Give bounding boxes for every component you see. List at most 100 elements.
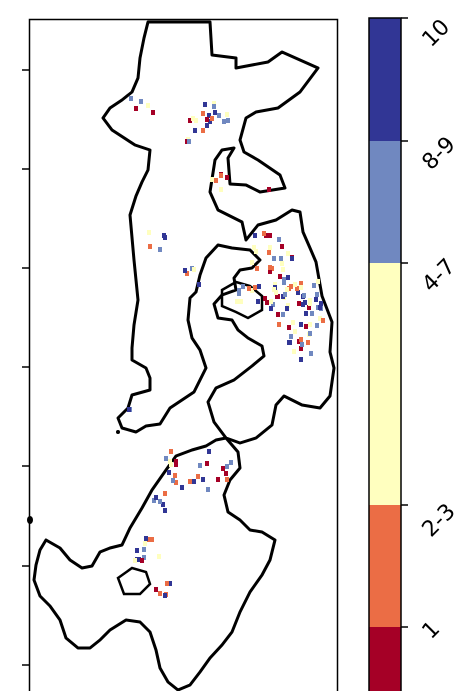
data-cell [163,593,167,598]
data-cell [272,256,276,261]
data-cell [267,187,271,192]
data-cell [217,113,221,118]
data-cell [293,282,297,287]
data-cell [241,284,245,289]
data-cell [297,301,301,306]
data-cell [142,555,146,560]
island-shape [27,516,33,524]
data-cell [262,231,266,236]
data-cell [174,480,178,485]
data-cell [208,119,212,124]
data-cell [168,459,172,464]
data-cell [168,581,172,586]
data-cell [225,112,229,117]
data-cell [279,256,283,261]
region-outline-south [32,436,277,691]
data-cell [148,244,152,249]
data-cell [127,407,131,412]
data-cell [300,342,304,347]
data-cell [295,286,299,291]
data-cell [196,474,200,479]
data-cell [277,237,281,242]
data-cell [169,449,173,454]
data-cell [252,245,256,250]
data-cell [263,296,267,301]
data-cell [267,250,271,255]
data-cell [265,300,269,305]
data-cell [165,581,169,586]
data-cell [150,537,154,542]
data-cell [255,266,259,271]
data-cell [318,305,322,310]
data-cell [306,340,310,345]
data-cell [187,139,191,144]
data-cell [308,331,312,336]
data-cell [277,322,281,327]
data-cell [307,305,311,310]
data-cell [201,128,205,133]
data-cell [278,274,282,279]
data-cell [299,337,303,342]
data-cell [276,312,280,317]
data-cell [303,300,307,305]
data-cell [280,261,284,266]
colorbar-frame [368,17,402,691]
data-cell [134,106,138,111]
data-cell [269,299,273,304]
data-cell [193,128,197,133]
data-cell [144,536,148,541]
colorbar-segment-8-9 [369,141,401,263]
data-cell [129,96,133,101]
data-cell [154,495,158,500]
data-cell [146,103,150,108]
data-cell [290,256,294,261]
data-cell [314,297,318,302]
island-shape [116,430,120,434]
data-cell [205,117,209,122]
data-cell [299,285,303,290]
data-cell [139,99,143,104]
data-cell [273,282,277,287]
data-cell [280,244,284,249]
data-cell [299,281,303,286]
data-cell [158,591,162,596]
data-cell [299,346,303,351]
data-cell [210,116,214,121]
data-cell [250,288,254,293]
data-cell [188,118,192,123]
data-cell [283,292,287,297]
data-cell [282,280,286,285]
map-axis-ticks [22,69,29,666]
data-cell [210,177,214,182]
data-cell [143,541,147,546]
data-cell [147,230,151,235]
data-cell [197,282,201,287]
colorbar-segment-10 [369,18,401,141]
colorbar-segment-2-3 [369,505,401,627]
data-cell [302,293,306,298]
data-cell [198,463,202,468]
data-cell [133,558,137,563]
data-cell [188,479,192,484]
data-cell [271,302,275,307]
data-cell [268,245,272,250]
colorbar-tick-label: 8-9 [418,132,461,175]
data-cell [269,306,273,311]
data-cell [163,508,167,513]
island-shape [116,566,152,596]
data-cell [229,460,233,465]
data-cell [180,485,184,490]
data-cell [219,187,223,192]
data-cell [158,247,162,252]
data-cell [291,320,295,325]
data-cell [321,318,325,323]
data-cell [207,113,211,118]
data-cells [127,96,325,598]
data-cell [157,554,161,559]
data-cell [216,477,220,482]
data-cell [287,325,291,330]
data-cell [192,479,196,484]
data-cell [257,284,261,289]
data-cell [250,260,254,265]
